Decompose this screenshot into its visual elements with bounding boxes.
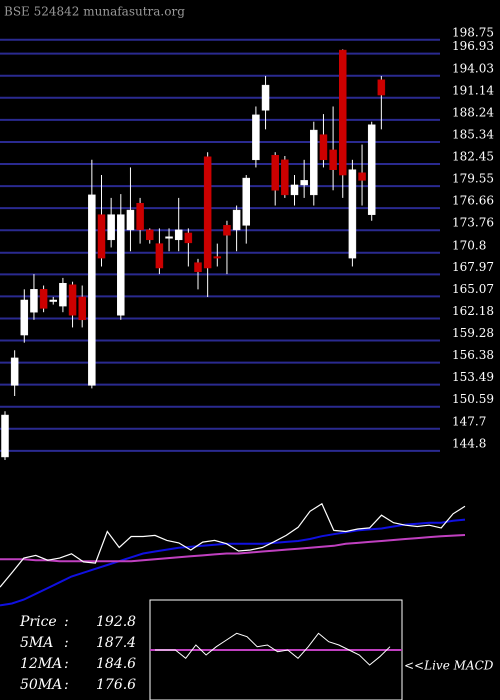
- y-tick-label: 156.38: [452, 348, 494, 362]
- summary-label: 50MA: [20, 677, 62, 693]
- y-tick-label: 162.18: [452, 304, 494, 318]
- summary-sep: :: [64, 677, 69, 693]
- candle-body: [300, 180, 308, 186]
- candle-body: [20, 299, 29, 336]
- candle-body: [194, 262, 202, 273]
- candle-body: [155, 243, 164, 269]
- candle-body: [281, 159, 289, 196]
- summary-sep: :: [64, 656, 69, 672]
- candle-body: [165, 236, 173, 239]
- candle-body: [184, 232, 193, 244]
- macd-label: <<Live MACD: [404, 659, 494, 673]
- y-tick-label: 165.07: [452, 282, 494, 296]
- candle-body: [78, 296, 86, 321]
- candle-body: [358, 172, 366, 181]
- y-tick-label: 167.97: [452, 260, 494, 274]
- candle-body: [367, 124, 376, 215]
- candle-body: [30, 289, 38, 313]
- candle-body: [59, 282, 67, 307]
- summary-label: Price: [19, 614, 57, 630]
- candle-body: [290, 184, 299, 196]
- y-tick-label: 194.03: [452, 61, 494, 75]
- y-tick-label: 173.76: [452, 216, 494, 230]
- y-tick-label: 159.28: [452, 326, 494, 340]
- macd-line: [155, 632, 391, 666]
- candle-body: [97, 214, 106, 259]
- y-tick-label: 188.24: [452, 105, 494, 119]
- y-tick-label: 182.45: [452, 150, 494, 164]
- candle-body: [107, 214, 115, 241]
- candle-body: [252, 114, 260, 161]
- candle-body: [49, 299, 57, 302]
- candle-body: [203, 156, 212, 269]
- candle-body: [242, 177, 250, 226]
- candle-body: [261, 84, 270, 111]
- y-tick-label: 176.66: [452, 194, 494, 208]
- candle-body: [68, 284, 77, 316]
- summary-label: 12MA: [20, 656, 62, 672]
- summary-sep: :: [64, 614, 69, 630]
- candle-body: [39, 289, 48, 309]
- candle-body: [348, 169, 357, 259]
- candle-body: [271, 154, 279, 191]
- summary-label: 5MA: [20, 635, 53, 651]
- candle-body: [174, 229, 183, 241]
- y-tick-label: 191.14: [452, 83, 494, 97]
- y-tick-label: 198.75: [452, 25, 494, 39]
- ma-line: [0, 518, 466, 607]
- candle-body: [319, 134, 328, 161]
- candle-body: [1, 414, 9, 458]
- y-tick-label: 179.55: [452, 172, 494, 186]
- y-tick-label: 153.49: [452, 370, 494, 384]
- price-line: [0, 502, 466, 588]
- candle-body: [310, 129, 318, 196]
- summary-value: 184.6: [96, 656, 136, 672]
- candle-body: [136, 202, 144, 231]
- candle-body: [88, 194, 96, 386]
- candle-body: [232, 209, 241, 231]
- summary-value: 187.4: [96, 635, 136, 651]
- y-tick-label: 150.59: [452, 392, 494, 406]
- y-tick-label: 144.8: [452, 436, 486, 450]
- y-tick-label: 185.34: [452, 127, 494, 141]
- chart-title: BSE 524842 munafasutra.org: [4, 5, 185, 19]
- candle-body: [146, 229, 154, 241]
- y-tick-label: 196.93: [452, 39, 494, 53]
- y-tick-label: 147.7: [452, 414, 486, 428]
- summary-value: 176.6: [96, 677, 136, 693]
- candle-body: [329, 149, 337, 170]
- summary-sep: :: [64, 635, 69, 651]
- summary-value: 192.8: [96, 614, 136, 630]
- candle-body: [117, 214, 125, 316]
- y-tick-label: 170.8: [452, 238, 486, 252]
- candle-body: [223, 225, 231, 236]
- candle-body: [213, 256, 222, 259]
- candle-body: [10, 357, 19, 386]
- candle-body: [377, 79, 386, 96]
- candle-body: [126, 209, 135, 231]
- candle-body: [339, 49, 347, 176]
- ma-line: [0, 534, 466, 563]
